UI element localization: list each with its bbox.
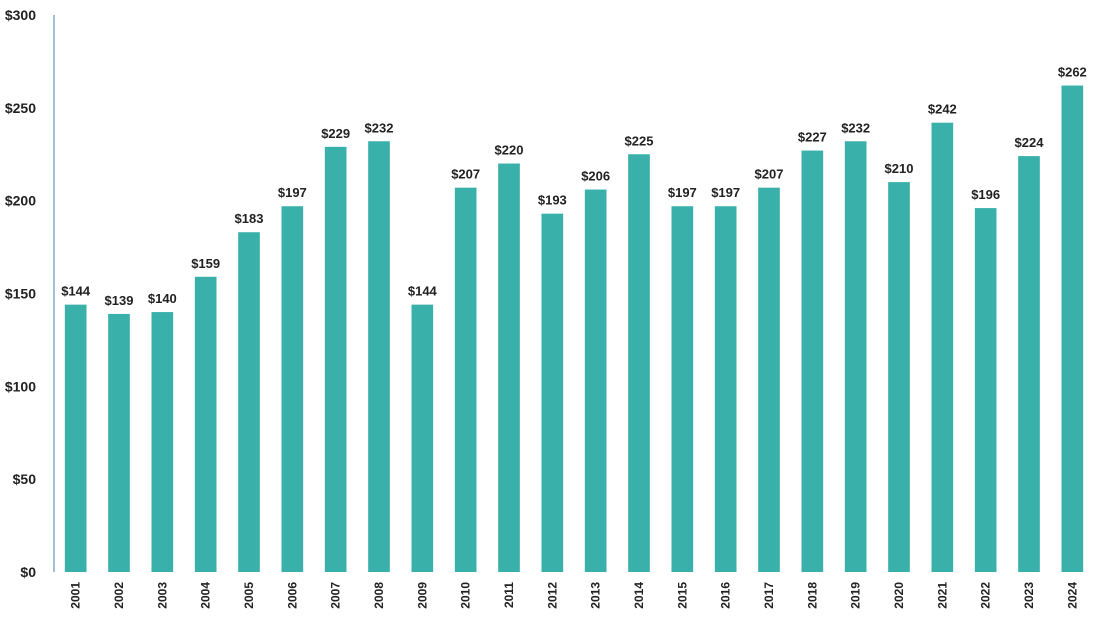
data-label: $159 [191,256,220,271]
data-label: $210 [885,161,914,176]
y-tick-label: $200 [5,193,36,209]
x-tick-label: 2003 [155,582,169,609]
bar [758,187,780,573]
y-tick-label: $0 [20,564,36,580]
x-tick-label: 2004 [199,582,213,609]
data-label: $197 [278,185,307,200]
bar [888,182,910,572]
x-tick-label: 2014 [632,582,646,609]
x-tick-label: 2020 [892,582,906,609]
x-tick-label: 2021 [935,582,949,609]
x-tick-label: 2001 [69,582,83,609]
x-tick-label: 2012 [545,582,559,609]
data-label: $220 [495,143,524,158]
bar [541,213,564,572]
bar [974,208,997,573]
data-label: $224 [1015,135,1045,150]
x-tick-label: 2002 [112,582,126,609]
data-label: $183 [235,211,264,226]
bar [64,304,87,572]
bar [498,163,520,573]
data-labels: $144 $139 $140 $159 $183 $197 $229 $232 $144 $207… [61,65,1087,308]
bar [931,122,954,572]
x-tick-label: 2017 [762,582,776,609]
data-label: $242 [928,102,957,117]
x-tick-label: 2024 [1065,582,1079,609]
bar [671,206,694,572]
x-tick-label: 2015 [675,582,689,609]
bar [1061,85,1084,572]
data-label: $229 [321,126,350,141]
bar [368,141,390,572]
data-label: $232 [841,120,870,135]
x-tick-label: 2022 [979,582,993,609]
bar [454,187,477,573]
x-tick-label: 2018 [805,582,819,609]
x-tick-label: 2006 [285,582,299,609]
x-tick-label: 2005 [242,582,256,609]
x-tick-label: 2016 [719,582,733,609]
data-label: $197 [711,185,740,200]
data-label: $232 [365,120,394,135]
bar [844,141,867,572]
x-tick-label: 2011 [502,582,516,608]
x-tick-label: 2023 [1022,582,1036,609]
y-tick-label: $150 [5,286,36,302]
bar [584,189,607,572]
x-tick-label: 2013 [589,582,603,609]
data-label: $193 [538,193,567,208]
y-tick-label: $50 [13,471,37,487]
bar [411,304,434,572]
y-tick-label: $300 [5,7,36,23]
bar [714,206,737,572]
x-tick-label: 2008 [372,582,386,609]
x-axis-ticks: 2001 2002 2003 2004 2005 2006 2007 2008 2009 2010… [69,582,1080,609]
bar [238,232,260,573]
bar [281,206,304,572]
data-label: $144 [408,284,438,299]
x-tick-label: 2007 [329,582,343,609]
x-tick-label: 2019 [849,582,863,609]
bar [1018,156,1040,572]
data-label: $207 [755,167,784,182]
data-label: $227 [798,130,827,145]
bar [108,313,130,572]
bar [194,276,217,572]
data-label: $144 [61,284,91,299]
data-label: $225 [625,133,654,148]
x-tick-label: 2010 [459,582,473,609]
y-tick-label: $100 [5,378,36,394]
data-label: $196 [971,187,1000,202]
bar [801,150,824,572]
data-label: $140 [148,291,177,306]
x-tick-label: 2009 [415,582,429,609]
data-label: $207 [451,167,480,182]
y-tick-label: $250 [5,100,36,116]
bar [324,146,347,572]
bar [628,154,650,572]
data-label: $139 [105,293,134,308]
bar [151,312,174,572]
data-label: $197 [668,185,697,200]
data-label: $206 [581,169,610,184]
data-label: $262 [1058,65,1087,80]
bars [64,85,1084,573]
y-axis-ticks: $0 $50 $100 $150 $200 $250 $300 [5,7,36,580]
